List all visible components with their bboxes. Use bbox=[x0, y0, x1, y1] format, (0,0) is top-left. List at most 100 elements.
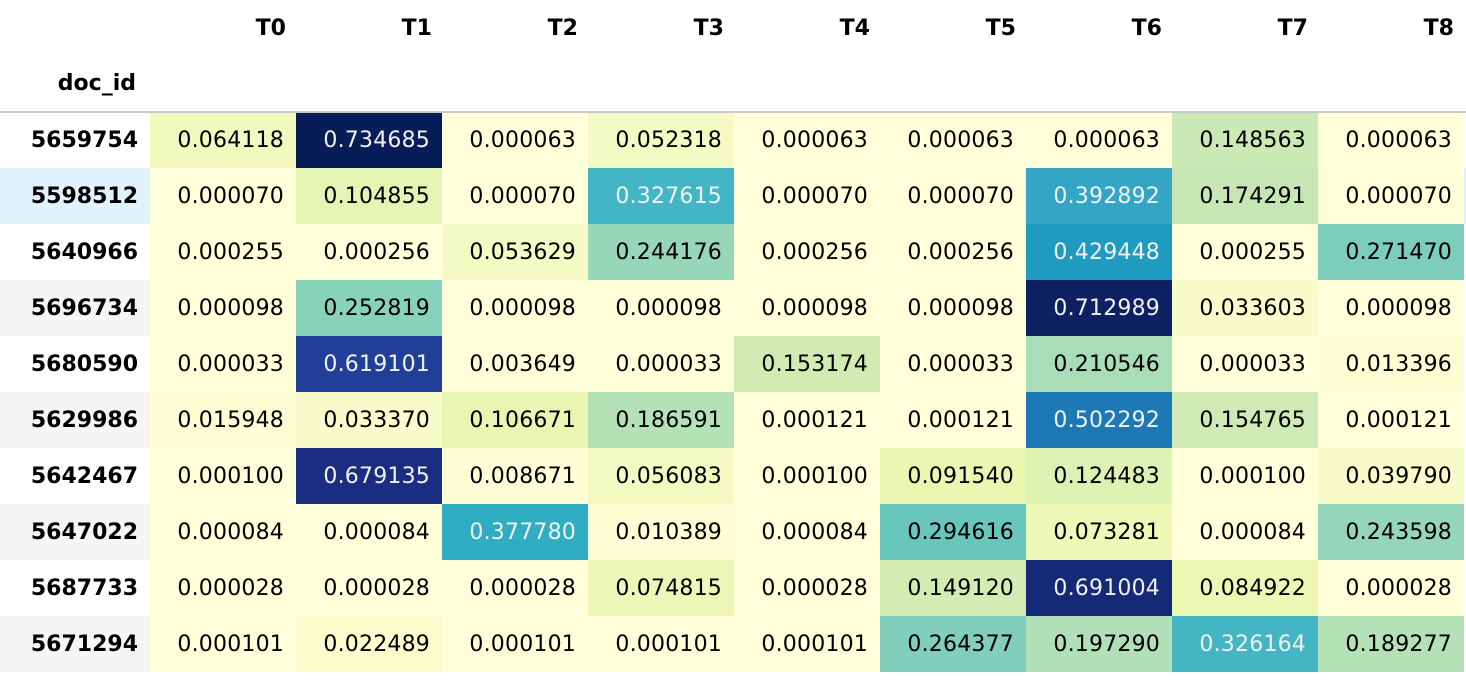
cell-t0: 0.000255 bbox=[150, 224, 296, 280]
cell-t6: 0.502292 bbox=[1026, 392, 1172, 448]
cell-t0: 0.000101 bbox=[150, 616, 296, 672]
cell-t7: 0.326164 bbox=[1172, 616, 1318, 672]
cell-t3: 0.186591 bbox=[588, 392, 734, 448]
row-edge bbox=[1464, 224, 1466, 280]
cell-t3: 0.000033 bbox=[588, 336, 734, 392]
cell-t8: 0.000063 bbox=[1318, 112, 1464, 168]
cell-t5: 0.000098 bbox=[880, 280, 1026, 336]
cell-t8: 0.243598 bbox=[1318, 504, 1464, 560]
row-edge bbox=[1464, 560, 1466, 616]
cell-t6: 0.691004 bbox=[1026, 560, 1172, 616]
table-row[interactable]: 5687733 0.000028 0.000028 0.000028 0.074815 0… bbox=[0, 560, 1466, 616]
index-row-spacer bbox=[1172, 56, 1318, 113]
cell-t5: 0.000121 bbox=[880, 392, 1026, 448]
cell-t1: 0.022489 bbox=[296, 616, 442, 672]
cell-t6: 0.073281 bbox=[1026, 504, 1172, 560]
cell-t7: 0.000033 bbox=[1172, 336, 1318, 392]
cell-t3: 0.327615 bbox=[588, 168, 734, 224]
cell-t0: 0.000098 bbox=[150, 280, 296, 336]
cell-t7: 0.033603 bbox=[1172, 280, 1318, 336]
cell-t1: 0.104855 bbox=[296, 168, 442, 224]
index-row-spacer bbox=[734, 56, 880, 113]
cell-t5: 0.264377 bbox=[880, 616, 1026, 672]
column-header-t5: T5 bbox=[985, 15, 1016, 41]
cell-t6: 0.712989 bbox=[1026, 280, 1172, 336]
cell-t5: 0.149120 bbox=[880, 560, 1026, 616]
index-row-spacer bbox=[296, 56, 442, 113]
cell-t7: 0.148563 bbox=[1172, 112, 1318, 168]
cell-t4: 0.153174 bbox=[734, 336, 880, 392]
cell-t4: 0.000101 bbox=[734, 616, 880, 672]
row-edge bbox=[1464, 336, 1466, 392]
table-row[interactable]: 5640966 0.000255 0.000256 0.053629 0.244176 0… bbox=[0, 224, 1466, 280]
cell-t3: 0.000101 bbox=[588, 616, 734, 672]
table-row[interactable]: 5659754 0.064118 0.734685 0.000063 0.052318 0… bbox=[0, 112, 1466, 168]
cell-t4: 0.000100 bbox=[734, 448, 880, 504]
cell-t8: 0.189277 bbox=[1318, 616, 1464, 672]
table-row[interactable]: 5598512 0.000070 0.104855 0.000070 0.327615 0… bbox=[0, 168, 1466, 224]
cell-t1: 0.252819 bbox=[296, 280, 442, 336]
cell-t2: 0.000070 bbox=[442, 168, 588, 224]
index-row-spacer bbox=[1464, 56, 1466, 113]
cell-t7: 0.000255 bbox=[1172, 224, 1318, 280]
cell-t8: 0.000070 bbox=[1318, 168, 1464, 224]
cell-t2: 0.003649 bbox=[442, 336, 588, 392]
table-row[interactable]: 5696734 0.000098 0.252819 0.000098 0.000098 0… bbox=[0, 280, 1466, 336]
index-name: doc_id bbox=[0, 56, 150, 113]
cell-t6: 0.000063 bbox=[1026, 112, 1172, 168]
table-body: 5659754 0.064118 0.734685 0.000063 0.052318 0… bbox=[0, 112, 1466, 672]
cell-t0: 0.064118 bbox=[150, 112, 296, 168]
cell-t3: 0.244176 bbox=[588, 224, 734, 280]
index-row-spacer bbox=[150, 56, 296, 113]
table-row[interactable]: 5642467 0.000100 0.679135 0.008671 0.056083 0… bbox=[0, 448, 1466, 504]
table-row[interactable]: 5629986 0.015948 0.033370 0.106671 0.186591 0… bbox=[0, 392, 1466, 448]
cell-t4: 0.000084 bbox=[734, 504, 880, 560]
column-header-t8: T8 bbox=[1423, 15, 1454, 41]
index-name-row: doc_id bbox=[0, 56, 1466, 113]
cell-t2: 0.000101 bbox=[442, 616, 588, 672]
cell-t4: 0.000070 bbox=[734, 168, 880, 224]
row-edge bbox=[1464, 448, 1466, 504]
cell-t1: 0.000084 bbox=[296, 504, 442, 560]
cell-t5: 0.000070 bbox=[880, 168, 1026, 224]
table-row[interactable]: 5680590 0.000033 0.619101 0.003649 0.000033 0… bbox=[0, 336, 1466, 392]
cell-t0: 0.000084 bbox=[150, 504, 296, 560]
cell-t0: 0.015948 bbox=[150, 392, 296, 448]
cell-t5: 0.000256 bbox=[880, 224, 1026, 280]
cell-t1: 0.619101 bbox=[296, 336, 442, 392]
row-index-doc-id: 5671294 bbox=[0, 616, 150, 672]
cell-t1: 0.000028 bbox=[296, 560, 442, 616]
cell-t7: 0.174291 bbox=[1172, 168, 1318, 224]
index-row-spacer bbox=[442, 56, 588, 113]
index-row-spacer bbox=[1026, 56, 1172, 113]
row-index-doc-id: 5680590 bbox=[0, 336, 150, 392]
cell-t7: 0.000100 bbox=[1172, 448, 1318, 504]
cell-t8: 0.271470 bbox=[1318, 224, 1464, 280]
row-index-doc-id: 5696734 bbox=[0, 280, 150, 336]
cell-t0: 0.000070 bbox=[150, 168, 296, 224]
cell-t6: 0.392892 bbox=[1026, 168, 1172, 224]
table-header: T0 T1 T2 T3 T4 T5 T6 T7 T8 doc_id bbox=[0, 0, 1466, 113]
row-index-doc-id: 5598512 bbox=[0, 168, 150, 224]
cell-t1: 0.734685 bbox=[296, 112, 442, 168]
cell-t0: 0.000033 bbox=[150, 336, 296, 392]
row-index-doc-id: 5659754 bbox=[0, 112, 150, 168]
index-row-spacer bbox=[880, 56, 1026, 113]
index-row-spacer bbox=[1318, 56, 1464, 113]
cell-t2: 0.106671 bbox=[442, 392, 588, 448]
column-header-t1: T1 bbox=[401, 15, 432, 41]
cell-t7: 0.154765 bbox=[1172, 392, 1318, 448]
cell-t2: 0.377780 bbox=[442, 504, 588, 560]
cell-t1: 0.679135 bbox=[296, 448, 442, 504]
header-blank bbox=[0, 0, 150, 56]
cell-t4: 0.000063 bbox=[734, 112, 880, 168]
row-index-doc-id: 5687733 bbox=[0, 560, 150, 616]
cell-t6: 0.429448 bbox=[1026, 224, 1172, 280]
table-row[interactable]: 5671294 0.000101 0.022489 0.000101 0.000101 0… bbox=[0, 616, 1466, 672]
cell-t6: 0.124483 bbox=[1026, 448, 1172, 504]
index-row-spacer bbox=[588, 56, 734, 113]
cell-t2: 0.000098 bbox=[442, 280, 588, 336]
table-row[interactable]: 5647022 0.000084 0.000084 0.377780 0.010389 0… bbox=[0, 504, 1466, 560]
cell-t2: 0.000028 bbox=[442, 560, 588, 616]
